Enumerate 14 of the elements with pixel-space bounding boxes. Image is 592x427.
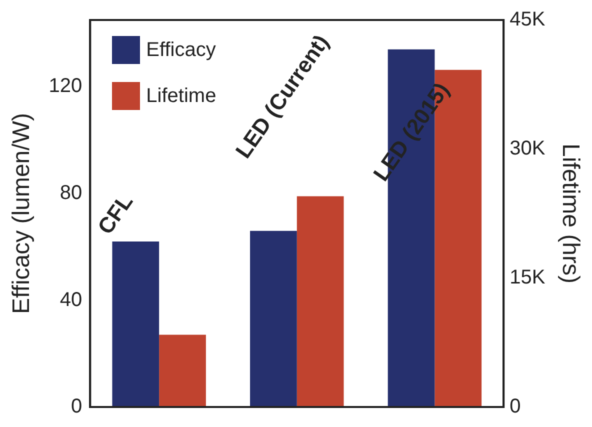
y-tick-label: 0	[71, 396, 82, 418]
y-tick-label: 80	[60, 182, 82, 204]
y-tick-label: 40	[60, 288, 82, 311]
legend-label: Efficacy	[146, 38, 216, 62]
y2-tick-label: 45K	[510, 8, 546, 31]
y2-tick-label: 0	[510, 396, 521, 418]
legend-label: Lifetime	[146, 84, 216, 108]
x-tick-label: CFL	[92, 189, 138, 239]
y2-tick-label: 30K	[510, 138, 546, 160]
y2-tick-label: 15K	[510, 266, 546, 289]
y2-axis-title: Lifetime (hrs)	[556, 143, 584, 284]
bar	[112, 242, 160, 407]
y-axis-title: Efficacy (lumen/W)	[8, 113, 36, 314]
y-tick-label: 120	[48, 75, 82, 98]
